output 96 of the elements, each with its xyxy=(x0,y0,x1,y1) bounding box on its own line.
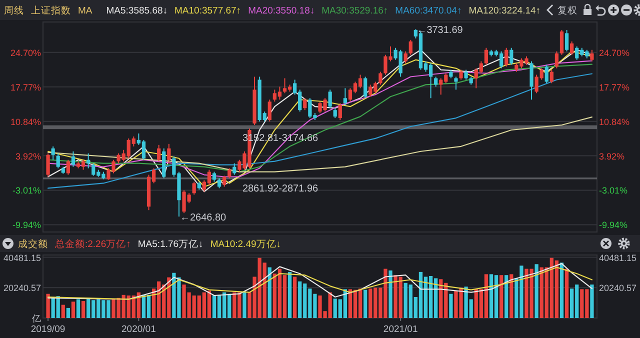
bar xyxy=(66,308,70,318)
y-tick-label: 40481.15 xyxy=(3,252,41,263)
text: MA30:3529.16↑ xyxy=(322,6,388,16)
candlestick xyxy=(484,47,488,66)
y2-tick-label: 10.84% xyxy=(599,116,630,127)
bar xyxy=(61,304,65,318)
legend-title: MA xyxy=(78,6,93,16)
bar xyxy=(293,276,297,318)
candlestick xyxy=(51,146,55,160)
candlestick xyxy=(303,98,307,111)
candlestick xyxy=(530,60,534,100)
candlestick xyxy=(504,47,508,68)
text: MA20:3550.18↓ xyxy=(248,6,315,16)
y-tick-label: -9.94% xyxy=(12,220,41,230)
chart-subtitle: 周线 xyxy=(4,4,24,16)
y2-tick-label: 17.77% xyxy=(599,82,630,92)
candlestick xyxy=(404,50,408,64)
candlestick xyxy=(86,152,90,169)
text: 复权 xyxy=(558,4,578,16)
y-tick-label: 亿 xyxy=(31,314,41,324)
chart-title: 成交额 xyxy=(18,238,48,250)
y-tick-label: 24.70% xyxy=(10,48,41,58)
candlestick xyxy=(554,50,559,69)
bar xyxy=(504,275,508,318)
candlestick xyxy=(343,88,347,106)
y2-tick-label: 20240.57 xyxy=(599,283,637,294)
candlestick xyxy=(454,76,458,90)
candlestick xyxy=(56,152,60,169)
bar xyxy=(510,274,514,318)
candlestick xyxy=(228,168,232,179)
candlestick xyxy=(544,64,548,84)
text: MA10:2.49万亿↓ xyxy=(210,239,282,250)
candlestick xyxy=(328,89,332,109)
bar xyxy=(590,284,594,318)
candlestick xyxy=(192,181,196,196)
bar xyxy=(388,270,392,318)
bar xyxy=(534,264,538,318)
candlestick xyxy=(232,162,236,176)
y-tick-label: 17.77% xyxy=(10,82,41,92)
y2-tick-label: 24.70% xyxy=(599,48,630,58)
candlestick xyxy=(167,143,171,164)
bar xyxy=(46,294,50,318)
candlestick xyxy=(333,108,337,119)
y-tick-label: 10.84% xyxy=(10,116,41,127)
candlestick xyxy=(590,49,594,62)
text: MA60:3470.04↑ xyxy=(395,6,462,16)
y2-tick-label: -9.94% xyxy=(599,220,628,230)
candlestick xyxy=(222,175,226,188)
x-tick-label: 2019/09 xyxy=(30,324,66,335)
candlestick xyxy=(378,71,382,86)
candlestick xyxy=(268,99,272,122)
candlestick xyxy=(46,152,50,178)
bar xyxy=(81,301,86,318)
line-series xyxy=(47,116,593,172)
candlestick xyxy=(510,47,514,66)
candlestick xyxy=(217,178,222,189)
annotation: ←3731.69 xyxy=(416,25,464,36)
y-tick-label: 3.92% xyxy=(15,151,41,162)
candlestick xyxy=(364,76,368,99)
y-tick-label: 20240.57 xyxy=(3,283,41,294)
text: MA5:1.76万亿↓ xyxy=(138,239,204,250)
annotation: ←2646.80 xyxy=(180,212,227,224)
bar xyxy=(242,292,246,318)
candlestick xyxy=(560,29,564,56)
chart-title: 上证指数 xyxy=(31,4,71,16)
x-tick-label: 2020/01 xyxy=(122,324,156,335)
candlestick xyxy=(464,69,468,80)
bar xyxy=(564,268,569,318)
y-tick-label: -3.01% xyxy=(12,186,41,196)
candlestick xyxy=(550,69,554,84)
bar xyxy=(268,267,272,318)
candlestick xyxy=(157,144,161,162)
text: MA5:3585.68↓ xyxy=(106,6,168,16)
bar xyxy=(499,275,504,318)
text: MA120:3224.14↑ xyxy=(468,6,541,16)
y2-tick-label: 3.92% xyxy=(599,151,625,162)
y2-tick-label: -3.01% xyxy=(599,186,628,196)
candlestick xyxy=(570,40,574,56)
text: MA10:3577.67↑ xyxy=(174,6,242,16)
bar xyxy=(560,262,564,318)
x-tick-label: 2021/01 xyxy=(383,324,418,335)
candlestick xyxy=(564,29,569,52)
candlestick xyxy=(459,69,463,80)
candlestick xyxy=(408,39,412,56)
y2-tick-label: 40481.15 xyxy=(599,252,637,263)
bar xyxy=(71,302,76,318)
candlestick xyxy=(338,102,342,121)
text: 总金额:2.26万亿↑ xyxy=(54,238,131,250)
bar xyxy=(449,294,453,318)
candlestick xyxy=(71,150,76,168)
candlestick xyxy=(434,76,438,88)
bar xyxy=(364,290,368,318)
band-label: 2861.92-2871.96 xyxy=(242,183,319,194)
bar xyxy=(288,272,292,318)
bar xyxy=(76,299,80,318)
candlestick xyxy=(66,159,70,176)
